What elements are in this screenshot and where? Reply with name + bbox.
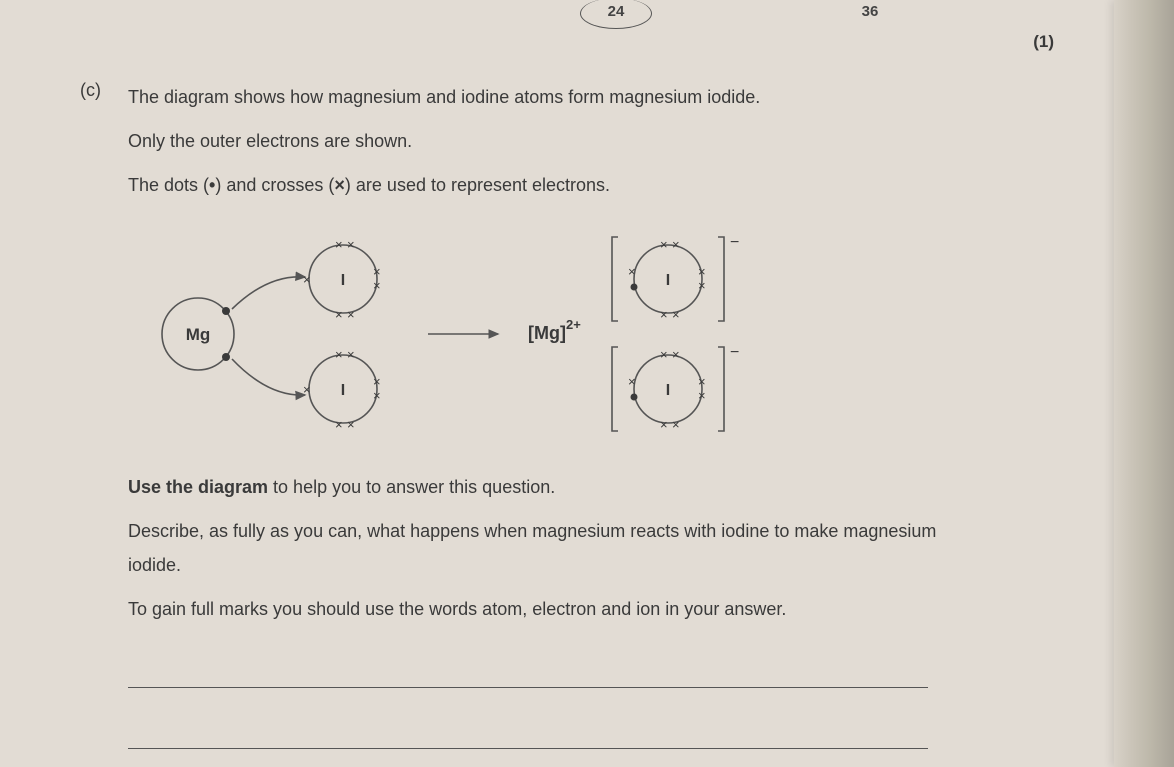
ionic-bonding-diagram: Mg I × × × × × × ×	[128, 219, 768, 449]
surface-edge	[1114, 0, 1174, 767]
mg-ion-label: [Mg]	[528, 323, 566, 343]
cross-glyph: ×	[334, 175, 345, 195]
cross-icon: ×	[660, 347, 668, 362]
cross-icon: ×	[672, 347, 680, 362]
cross-icon: ×	[628, 374, 636, 389]
iodine-atom-bottom: I × × × × × × ×	[303, 347, 381, 432]
cross-icon: ×	[672, 417, 680, 432]
cross-icon: ×	[347, 237, 355, 252]
cross-icon: ×	[660, 417, 668, 432]
instruction-3: To gain full marks you should use the wo…	[128, 592, 1074, 626]
intro-line-2: Only the outer electrons are shown.	[128, 124, 1074, 158]
iodine-atom-top: I × × × × × × ×	[303, 237, 381, 322]
bracket-right-icon	[718, 237, 724, 321]
cross-icon: ×	[698, 388, 706, 403]
oval-36-text: 36	[862, 3, 879, 20]
i-label: I	[666, 272, 670, 289]
instruction-1: Use the diagram to help you to answer th…	[128, 470, 1074, 504]
i-label: I	[341, 382, 345, 399]
cross-icon: ×	[347, 347, 355, 362]
top-answer-ovals: 24 36 (1)	[80, 10, 1074, 50]
intro-line-3: The dots (•) and crosses (×) are used to…	[128, 168, 1074, 202]
transferred-dot	[631, 393, 638, 400]
oval-24-text: 24	[608, 3, 625, 20]
cross-icon: ×	[347, 307, 355, 322]
cross-icon: ×	[335, 417, 343, 432]
cross-icon: ×	[660, 307, 668, 322]
cross-icon: ×	[303, 382, 311, 397]
iodide-ion-top: − I × × × × × × ×	[612, 234, 739, 322]
oval-36: 36	[835, 0, 905, 28]
mg-ion: [Mg] 2+	[528, 317, 581, 343]
cross-icon: ×	[698, 278, 706, 293]
mg-electron-dot	[222, 307, 230, 315]
cross-icon: ×	[303, 272, 311, 287]
cross-icon: ×	[698, 374, 706, 389]
mg-ion-charge: 2+	[566, 317, 581, 332]
intro-line-1: The diagram shows how magnesium and iodi…	[128, 80, 1074, 114]
answer-line-1[interactable]	[128, 655, 928, 688]
transferred-dot	[631, 283, 638, 290]
transfer-arrow-bottom	[232, 359, 305, 395]
instruction-2: Describe, as fully as you can, what happ…	[128, 514, 948, 582]
iodide-charge: −	[730, 344, 739, 361]
transfer-arrow-top	[232, 276, 305, 308]
cross-icon: ×	[347, 417, 355, 432]
question-label: (c)	[80, 80, 110, 749]
cross-icon: ×	[698, 264, 706, 279]
oval-24: 24	[580, 0, 652, 29]
cross-icon: ×	[628, 264, 636, 279]
bracket-left-icon	[612, 347, 618, 431]
cross-icon: ×	[373, 264, 381, 279]
mg-atom: Mg	[162, 298, 234, 370]
question-body: The diagram shows how magnesium and iodi…	[128, 80, 1074, 749]
mark-allocation: (1)	[1033, 32, 1054, 52]
cross-icon: ×	[660, 237, 668, 252]
iodide-charge: −	[730, 234, 739, 251]
question-c: (c) The diagram shows how magnesium and …	[80, 80, 1074, 749]
i-label: I	[666, 382, 670, 399]
cross-icon: ×	[335, 307, 343, 322]
worksheet-page: 24 36 (1) (c) The diagram shows how magn…	[0, 0, 1114, 767]
cross-icon: ×	[373, 374, 381, 389]
p3b: ) and crosses (	[215, 175, 334, 195]
cross-icon: ×	[335, 237, 343, 252]
instr1-bold: Use the diagram	[128, 477, 268, 497]
p3a: The dots (	[128, 175, 209, 195]
mg-label: Mg	[186, 325, 211, 344]
answer-line-2[interactable]	[128, 716, 928, 749]
cross-icon: ×	[335, 347, 343, 362]
cross-icon: ×	[373, 278, 381, 293]
instr1-rest: to help you to answer this question.	[268, 477, 555, 497]
cross-icon: ×	[672, 237, 680, 252]
i-label: I	[341, 272, 345, 289]
bracket-right-icon	[718, 347, 724, 431]
iodide-ion-bottom: − I × × × × × × ×	[612, 344, 739, 432]
bracket-left-icon	[612, 237, 618, 321]
p3c: ) are used to represent electrons.	[345, 175, 610, 195]
cross-icon: ×	[373, 388, 381, 403]
cross-icon: ×	[672, 307, 680, 322]
mg-electron-dot	[222, 353, 230, 361]
